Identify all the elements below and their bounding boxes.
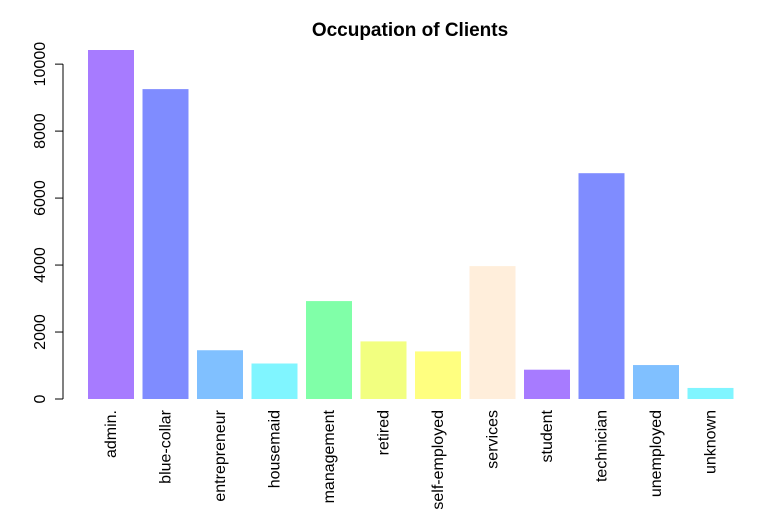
chart-title: Occupation of Clients [312, 20, 508, 41]
x-tick-label: unknown [703, 410, 720, 474]
x-tick-label: unemployed [648, 410, 665, 497]
bar-blue-collar [142, 89, 189, 400]
y-tick-label: 10000 [32, 42, 49, 87]
bar-retired [360, 341, 407, 399]
bar-services [469, 266, 516, 399]
x-tick-label: entrepreneur [212, 409, 229, 501]
bar-admin [88, 50, 134, 399]
y-tick-label: 8000 [32, 113, 49, 149]
y-tick-label: 4000 [32, 247, 49, 283]
x-tick-label: management [321, 409, 338, 503]
bar-self-employed [415, 351, 461, 399]
x-tick-label: self-employed [430, 410, 447, 510]
x-tick-label: retired [376, 410, 393, 455]
y-tick-label: 2000 [32, 314, 49, 350]
x-tick-label: technician [594, 410, 611, 482]
x-axis-labels: admin. blue-collar entrepreneur housemaid ma… [103, 409, 720, 509]
bar-unknown [687, 387, 734, 399]
bar-management [306, 301, 352, 399]
y-tick-label: 6000 [32, 180, 49, 216]
bar-housemaid [251, 363, 298, 399]
bar-unemployed [633, 365, 679, 399]
bars-group [88, 50, 734, 400]
bar-student [524, 369, 570, 399]
bar-entrepreneur [197, 350, 243, 399]
y-tick-label: 0 [32, 394, 49, 403]
y-axis: 0 2000 4000 6000 8000 10000 [32, 42, 64, 403]
x-tick-label: admin. [103, 410, 120, 458]
x-tick-label: student [539, 409, 556, 462]
bar-technician [578, 173, 625, 399]
x-tick-label: blue-collar [158, 409, 175, 483]
x-tick-label: services [485, 410, 502, 469]
x-tick-label: housemaid [267, 410, 284, 488]
